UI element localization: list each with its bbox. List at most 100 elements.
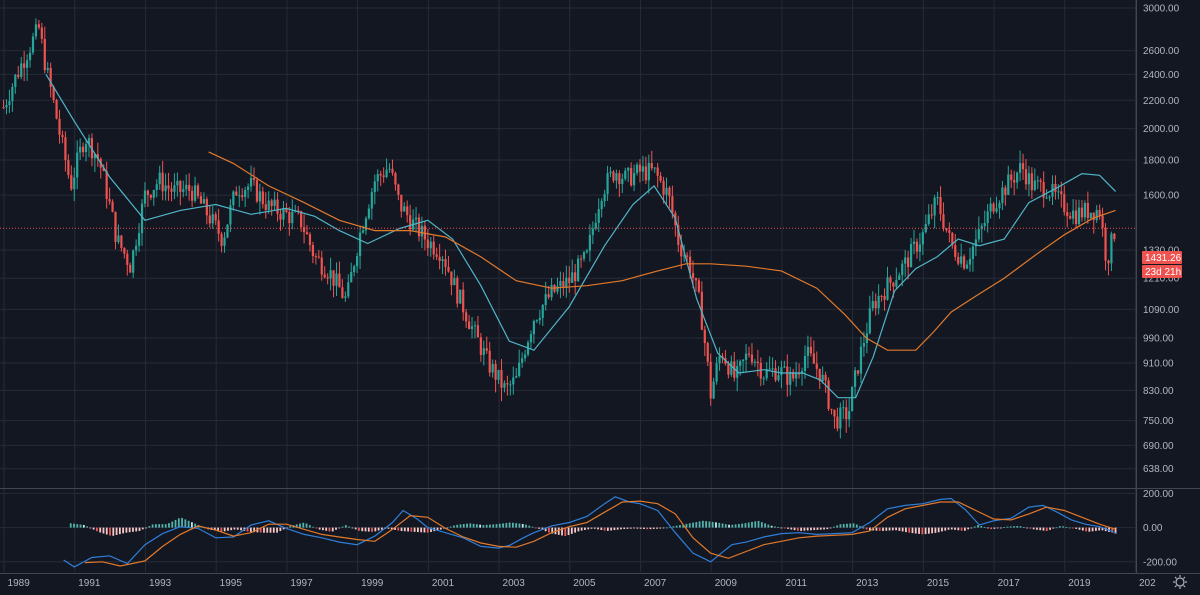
histogram-bar (279, 527, 282, 532)
candle-body (70, 175, 73, 190)
histogram-bar (154, 524, 157, 528)
candle-body (868, 308, 871, 334)
candle-body (467, 321, 471, 330)
candle-body (217, 220, 220, 234)
histogram-bar (787, 527, 789, 529)
candle-body (326, 277, 329, 279)
histogram-bar (86, 526, 88, 528)
candle-body (370, 192, 373, 209)
histogram-bar (616, 527, 619, 530)
candle-body (924, 224, 927, 233)
candle-body (836, 416, 839, 429)
histogram-bar (223, 527, 226, 532)
candle-body (733, 361, 736, 378)
candle-body (43, 38, 46, 71)
candle-body (523, 354, 527, 359)
histogram-bar (760, 522, 763, 528)
histogram-bar (328, 527, 331, 532)
histogram-bar (829, 527, 832, 529)
histogram-bar (960, 527, 963, 531)
candle-body (597, 209, 600, 223)
candle-body (939, 197, 942, 215)
histogram-bar (993, 527, 996, 529)
histogram-bar (1049, 527, 1051, 530)
candle-body (630, 167, 633, 186)
histogram-bar (646, 527, 649, 530)
histogram-bar (1029, 527, 1032, 529)
histogram-bar (253, 527, 256, 533)
histogram-bar (819, 527, 822, 530)
candle-body (123, 247, 126, 254)
candle-body (609, 171, 612, 174)
histogram-bar (472, 523, 475, 528)
candle-body (1010, 174, 1013, 181)
candle-body (185, 184, 188, 190)
histogram-bar (233, 527, 236, 530)
histogram-bar (282, 527, 285, 530)
histogram-bar (878, 527, 881, 531)
candle-body (842, 407, 845, 409)
candle-body (960, 256, 963, 264)
candle-body (347, 282, 350, 297)
histogram-bar (1013, 526, 1015, 528)
histogram-bar (449, 526, 452, 528)
histogram-bar (597, 527, 599, 530)
price-axis-label: 690.00 (1143, 441, 1174, 452)
candle-body (255, 180, 259, 202)
candle-body (688, 256, 692, 273)
candle-body (1101, 215, 1104, 228)
histogram-bar (351, 527, 354, 529)
candle-body (886, 277, 889, 300)
histogram-bar (826, 527, 829, 530)
histogram-bar (99, 527, 102, 533)
histogram-bar (865, 527, 868, 530)
histogram-bar (911, 527, 914, 534)
candle-body (132, 250, 135, 273)
candle-body (465, 312, 468, 322)
candle-body (747, 353, 751, 355)
histogram-bar (1101, 527, 1104, 531)
histogram-bar (151, 524, 154, 528)
candle-body (1048, 196, 1051, 198)
histogram-bar (777, 527, 780, 528)
histogram-bar (380, 527, 383, 530)
histogram-bar (682, 524, 685, 528)
candle-body (848, 411, 851, 420)
histogram-bar (495, 524, 498, 528)
histogram-bar (168, 523, 170, 528)
candle-body (373, 181, 376, 193)
candle-body (353, 266, 356, 273)
candle-body (117, 235, 120, 242)
candle-body (933, 197, 936, 216)
histogram-bar (308, 525, 311, 528)
candle-body (20, 63, 23, 77)
histogram-bar (213, 527, 216, 531)
candle-body (759, 363, 762, 379)
candle-body (780, 367, 783, 376)
price-axis-label: 750.00 (1143, 416, 1174, 427)
histogram-bar (600, 527, 603, 530)
histogram-bar (780, 527, 783, 529)
candle-body (423, 225, 426, 240)
histogram-bar (963, 527, 966, 531)
histogram-bar (315, 527, 318, 529)
candle-body (491, 363, 494, 373)
histogram-bar (436, 527, 439, 531)
histogram-bar (459, 524, 462, 528)
candle-body (712, 381, 715, 399)
histogram-bar (73, 523, 75, 528)
histogram-bar (141, 527, 144, 530)
candle-body (927, 214, 930, 225)
candle-body (1072, 210, 1075, 219)
settings-button[interactable] (1173, 575, 1187, 589)
ma-fast-line (45, 74, 1117, 399)
histogram-bar (731, 524, 734, 528)
candle-body (182, 189, 185, 192)
histogram-bar (263, 527, 265, 533)
histogram-bar (358, 527, 360, 531)
histogram-bar (462, 524, 465, 528)
histogram-bar (757, 520, 760, 528)
time-axis-label: 2017 (998, 578, 1021, 589)
candle-body (67, 160, 70, 176)
